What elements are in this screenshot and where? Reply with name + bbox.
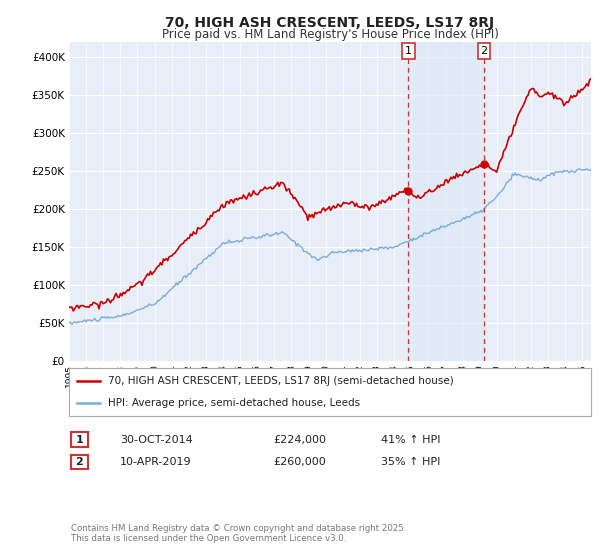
- Text: 2: 2: [481, 46, 488, 56]
- Text: £260,000: £260,000: [273, 457, 326, 467]
- Text: £224,000: £224,000: [273, 435, 326, 445]
- Bar: [409, 42, 484, 361]
- Text: 2: 2: [76, 457, 83, 467]
- Text: 10-APR-2019: 10-APR-2019: [120, 457, 191, 467]
- Text: Price paid vs. HM Land Registry's House Price Index (HPI): Price paid vs. HM Land Registry's House …: [161, 28, 499, 41]
- Text: 70, HIGH ASH CRESCENT, LEEDS, LS17 8RJ (semi-detached house): 70, HIGH ASH CRESCENT, LEEDS, LS17 8RJ (…: [108, 376, 454, 386]
- Text: 35% ↑ HPI: 35% ↑ HPI: [381, 457, 440, 467]
- Text: 30-OCT-2014: 30-OCT-2014: [120, 435, 193, 445]
- Text: 1: 1: [405, 46, 412, 56]
- Text: 1: 1: [76, 435, 83, 445]
- Text: HPI: Average price, semi-detached house, Leeds: HPI: Average price, semi-detached house,…: [108, 398, 360, 408]
- Text: Contains HM Land Registry data © Crown copyright and database right 2025.
This d: Contains HM Land Registry data © Crown c…: [71, 524, 406, 543]
- Text: 70, HIGH ASH CRESCENT, LEEDS, LS17 8RJ: 70, HIGH ASH CRESCENT, LEEDS, LS17 8RJ: [166, 16, 494, 30]
- Text: 41% ↑ HPI: 41% ↑ HPI: [381, 435, 440, 445]
